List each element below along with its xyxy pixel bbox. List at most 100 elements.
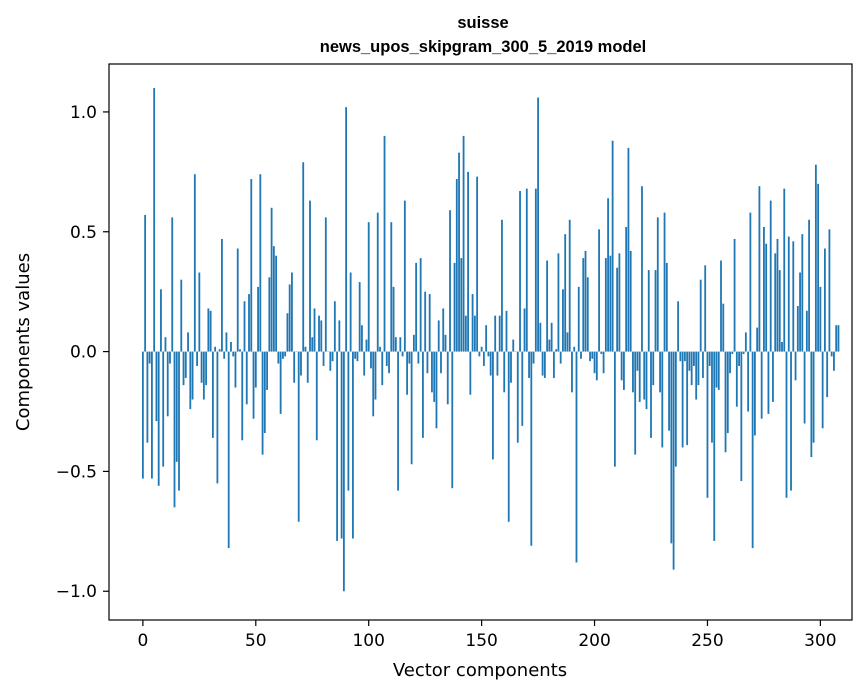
bar: [178, 351, 180, 491]
bar: [442, 308, 445, 352]
bar: [365, 339, 368, 352]
bar: [234, 351, 237, 388]
bar: [358, 282, 361, 352]
bar: [591, 351, 594, 359]
bar: [708, 351, 711, 366]
bar: [399, 337, 402, 352]
bar: [485, 325, 488, 352]
bar: [406, 351, 409, 395]
bar: [575, 351, 578, 563]
bar: [767, 351, 770, 414]
bar: [505, 310, 508, 352]
bar: [555, 349, 558, 352]
bar: [476, 176, 479, 352]
bar: [580, 351, 582, 359]
y-tick-label: −1.0: [56, 582, 97, 602]
bar: [783, 188, 786, 352]
bar: [191, 351, 194, 400]
bar: [403, 200, 406, 352]
bar: [306, 351, 309, 383]
x-tick-label: 50: [245, 631, 267, 651]
bar: [141, 351, 144, 479]
bar: [534, 188, 537, 352]
bar: [656, 217, 659, 352]
bar: [397, 351, 399, 491]
bar: [837, 325, 840, 352]
bar: [677, 301, 680, 352]
bar: [541, 351, 544, 376]
bar: [259, 174, 262, 352]
bar: [266, 351, 268, 390]
bar: [207, 308, 210, 352]
bar: [385, 351, 388, 366]
bar: [200, 351, 203, 383]
bar: [699, 279, 702, 352]
bar: [487, 351, 490, 357]
bar: [772, 351, 774, 402]
bar: [645, 351, 648, 410]
bar: [778, 270, 781, 352]
bar: [160, 289, 162, 352]
bar: [363, 351, 366, 376]
bar: [516, 351, 519, 443]
bar: [758, 186, 761, 352]
bar: [713, 351, 716, 541]
bar: [519, 191, 521, 352]
bar: [824, 248, 826, 352]
bar: [559, 351, 562, 364]
bar: [747, 351, 750, 412]
bar: [652, 351, 655, 386]
x-tick-label: 300: [804, 631, 836, 651]
bar: [175, 351, 178, 462]
bar: [202, 351, 205, 400]
bar: [620, 351, 623, 381]
bar: [586, 277, 589, 352]
bar: [214, 346, 217, 352]
bar: [636, 351, 639, 371]
bar: [446, 351, 449, 405]
bar: [600, 351, 603, 354]
bar: [634, 351, 637, 455]
bar: [679, 351, 682, 362]
bar: [496, 351, 499, 376]
chart-subtitle: news_upos_skipgram_300_5_2019 model: [320, 38, 647, 56]
bar: [419, 258, 422, 352]
x-tick-label: 0: [137, 631, 148, 651]
bar: [205, 351, 208, 386]
bar: [324, 217, 327, 352]
bar: [333, 301, 336, 352]
bar: [681, 351, 684, 448]
bar: [302, 162, 305, 352]
bar: [528, 351, 530, 378]
bar: [781, 342, 783, 352]
bar: [318, 315, 320, 352]
bar: [557, 253, 560, 352]
bar: [469, 351, 472, 395]
bar: [638, 351, 641, 402]
bar: [706, 351, 709, 498]
bar: [379, 346, 381, 352]
bar: [257, 286, 259, 352]
bar: [426, 351, 429, 374]
bar: [144, 214, 147, 352]
x-axis-label: Vector components: [393, 660, 567, 681]
bar: [521, 351, 524, 426]
bar: [566, 332, 569, 352]
bar: [704, 265, 707, 352]
bar: [625, 226, 628, 352]
bar: [763, 226, 765, 352]
x-tick-label: 100: [352, 631, 384, 651]
bar: [616, 267, 619, 352]
bar: [629, 250, 632, 352]
bar: [164, 337, 167, 352]
bar: [349, 272, 352, 352]
bar: [444, 334, 447, 352]
bar: [598, 229, 600, 352]
bar: [471, 294, 474, 352]
bar: [812, 351, 815, 443]
bar: [467, 171, 469, 352]
bar: [641, 186, 643, 352]
bar: [221, 238, 223, 352]
bar: [453, 262, 456, 352]
